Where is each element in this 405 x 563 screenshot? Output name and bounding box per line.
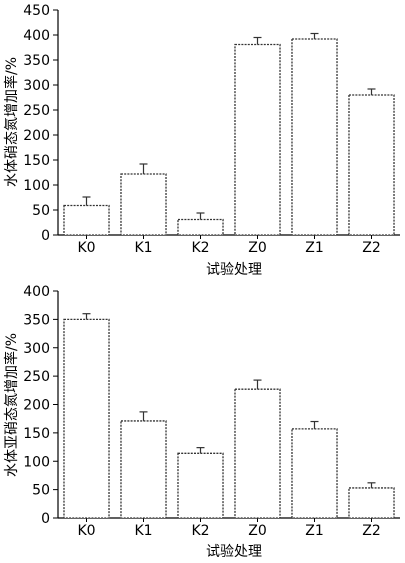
- y-tick-label: 450: [23, 3, 50, 19]
- y-tick-label: 400: [23, 28, 50, 44]
- y-tick-label: 300: [23, 78, 50, 94]
- x-tick-label: Z2: [362, 523, 381, 539]
- y-tick-label: 100: [23, 178, 50, 194]
- x-tick-label: Z1: [305, 523, 324, 539]
- bar-k0: [63, 204, 110, 236]
- y-tick-label: 400: [23, 284, 50, 300]
- y-tick-label: 50: [32, 483, 50, 499]
- y-tick-label: 100: [23, 454, 50, 470]
- y-axis-title: 水体亚硝态氮增加率/%: [3, 333, 20, 477]
- y-tick-label: 150: [23, 426, 50, 442]
- x-tick-label: K1: [134, 523, 152, 539]
- y-tick-label: 0: [41, 228, 50, 244]
- x-tick-label: K2: [191, 240, 209, 256]
- y-tick-label: 350: [23, 312, 50, 328]
- x-axis-title: 试验处理: [206, 262, 262, 278]
- y-tick-label: 350: [23, 53, 50, 69]
- x-axis-title: 试验处理: [206, 544, 262, 560]
- x-tick-label: K1: [134, 240, 152, 256]
- bar-k2: [177, 452, 224, 519]
- bar-k1: [120, 173, 167, 236]
- bar-z0: [234, 388, 281, 519]
- bar-z1: [291, 38, 338, 236]
- bar-z2: [348, 94, 395, 236]
- x-tick-label: K2: [191, 523, 209, 539]
- y-tick-label: 250: [23, 369, 50, 385]
- x-tick-label: K0: [77, 523, 95, 539]
- y-tick-label: 50: [32, 203, 50, 219]
- x-tick-label: K0: [77, 240, 95, 256]
- y-axis-title: 水体硝态氮增加率/%: [3, 57, 20, 187]
- x-tick-label: Z0: [248, 523, 267, 539]
- y-tick-label: 300: [23, 341, 50, 357]
- y-tick-label: 150: [23, 153, 50, 169]
- bar-k2: [177, 218, 224, 236]
- chart-nitrate-increase-rate: 0 50 100 150 200 250 300 350 400 450 K0 K1 K2 Z0 Z1 Z2 试…: [3, 3, 400, 278]
- bar-z0: [234, 43, 281, 236]
- bar-z2: [348, 487, 395, 519]
- x-tick-label: Z2: [362, 240, 381, 256]
- x-tick-label: Z1: [305, 240, 324, 256]
- bar-k1: [120, 420, 167, 519]
- y-tick-label: 200: [23, 398, 50, 414]
- chart-nitrite-increase-rate: 0 50 100 150 200 250 300 350 400 K0 K1 K2 Z0 Z1 Z2 试验处理…: [3, 284, 400, 560]
- y-tick-label: 250: [23, 103, 50, 119]
- bar-z1: [291, 428, 338, 519]
- y-tick-label: 200: [23, 128, 50, 144]
- x-tick-label: Z0: [248, 240, 267, 256]
- y-tick-label: 0: [41, 511, 50, 527]
- bar-k0: [63, 318, 110, 519]
